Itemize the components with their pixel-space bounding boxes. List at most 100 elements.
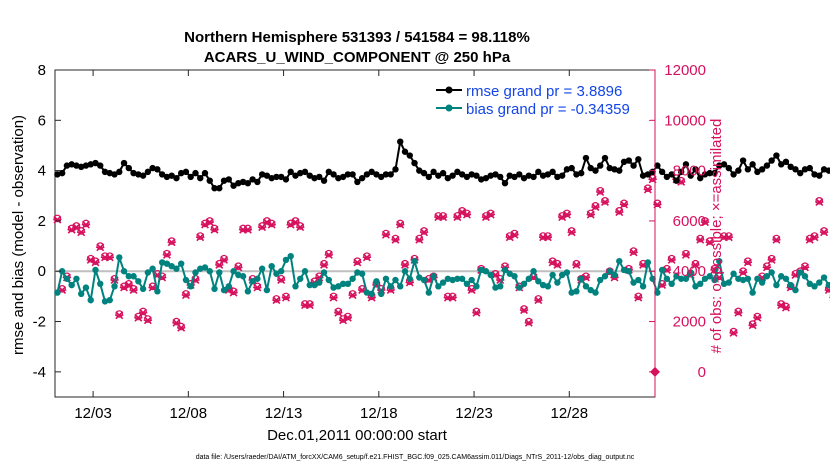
obs-assimilated-marker: [810, 233, 819, 242]
rmse-point: [616, 167, 623, 174]
rmse-point: [158, 171, 166, 178]
obs-assimilated-marker: [753, 313, 762, 322]
rmse-point: [401, 148, 409, 155]
bias-point: [716, 257, 723, 265]
rmse-point: [458, 171, 466, 178]
bias-point: [344, 280, 352, 288]
bias-series: [54, 252, 830, 305]
obs-possible-marker: [739, 267, 747, 276]
obs-possible-marker: [729, 327, 738, 336]
obs-possible-marker: [210, 224, 219, 233]
bias-point: [225, 283, 233, 290]
rmse-point: [758, 166, 766, 173]
rmse-point: [377, 173, 385, 181]
rmse-point: [154, 166, 161, 173]
bias-point: [187, 283, 194, 290]
obs-possible-marker: [144, 315, 152, 323]
obs-possible-marker: [96, 242, 105, 250]
bias-point: [744, 275, 752, 282]
obs-possible-marker: [291, 217, 300, 225]
obs-assimilated-marker: [667, 255, 676, 264]
obs-assimilated-marker: [691, 260, 700, 269]
obs-assimilated-marker: [819, 228, 829, 237]
bias-point: [320, 269, 328, 276]
obs-possible-marker: [748, 320, 757, 328]
obs-possible-marker: [572, 259, 581, 268]
obs-assimilated-marker: [296, 223, 305, 232]
obs-possible-marker: [167, 237, 176, 245]
rmse-point: [544, 171, 552, 178]
legend-bias-label: bias grand pr = -0.34359: [466, 101, 630, 118]
bias-point: [220, 286, 228, 294]
rmse-point: [420, 169, 428, 177]
obs-assimilated-marker: [105, 253, 114, 262]
y-axis-right: 0 2000 4000 6000 8000 10000 12000: [649, 62, 706, 397]
bias-point: [697, 280, 704, 288]
bias-point: [758, 279, 766, 286]
bias-point: [820, 274, 828, 281]
obs-assimilated-marker: [205, 218, 214, 227]
rmse-point: [325, 168, 333, 176]
obs-assimilated-marker: [762, 263, 772, 272]
rmse-point: [587, 164, 594, 172]
bias-point: [673, 273, 680, 280]
rmse-point: [58, 169, 66, 177]
obs-assimilated-marker: [748, 321, 757, 330]
rmse-point: [273, 173, 280, 181]
rmse-point: [744, 166, 752, 173]
bias-point: [692, 283, 699, 290]
obs-possible-marker: [453, 212, 462, 220]
y-right-tick-label: 6000: [673, 213, 706, 230]
rmse-point: [668, 171, 675, 178]
obs-assimilated-marker: [510, 230, 519, 239]
rmse-point: [711, 169, 718, 177]
rmse-point: [168, 172, 175, 179]
rmse-point: [454, 168, 461, 176]
obs-assimilated-marker: [553, 260, 562, 269]
bias-point: [282, 256, 290, 264]
legend-box: [430, 80, 650, 120]
obs-possible-marker: [629, 247, 638, 255]
obs-assimilated-marker: [143, 316, 153, 325]
obs-assimilated-marker: [267, 220, 276, 229]
rmse-point: [244, 179, 252, 187]
bias-point: [377, 290, 385, 298]
obs-assimilated-marker: [800, 263, 810, 272]
bias-point: [130, 273, 137, 280]
rmse-point: [277, 173, 285, 181]
bias-point: [587, 286, 594, 294]
rmse-point: [739, 157, 747, 164]
rmse-point: [768, 157, 775, 164]
legend: rmse grand pr = 3.8896 bias grand pr = -…: [430, 80, 650, 120]
rmse-point: [320, 177, 328, 184]
bias-point: [335, 283, 342, 290]
obs-possible-marker: [644, 184, 652, 193]
bias-point: [206, 268, 213, 275]
obs-assimilated-marker: [572, 260, 581, 269]
obs-assimilated-marker: [129, 286, 138, 295]
rmse-point: [549, 168, 556, 176]
bias-point: [154, 288, 161, 295]
obs-assimilated-marker: [519, 306, 529, 315]
bias-point: [258, 265, 266, 272]
obs-assimilated-marker: [305, 301, 314, 310]
obs-possible-marker: [125, 280, 133, 288]
bias-point: [706, 273, 713, 280]
obs-possible-marker: [382, 229, 390, 238]
rmse-point: [773, 152, 780, 159]
rmse-point: [216, 185, 223, 192]
rmse-point: [577, 169, 585, 177]
bias-point: [554, 279, 561, 286]
rmse-point: [630, 162, 637, 169]
obs-possible-marker: [734, 307, 743, 316]
y-right-tick-label: 10000: [664, 112, 706, 129]
rmse-point: [339, 173, 347, 181]
obs-assimilated-marker: [81, 220, 91, 229]
rmse-point: [354, 178, 361, 186]
obs-assimilated-marker: [138, 308, 148, 317]
bias-point: [682, 275, 690, 282]
rmse-series: [54, 138, 830, 192]
obs-possible-marker: [220, 254, 228, 263]
obs-possible-marker: [134, 312, 143, 321]
obs-assimilated-marker: [734, 308, 743, 317]
